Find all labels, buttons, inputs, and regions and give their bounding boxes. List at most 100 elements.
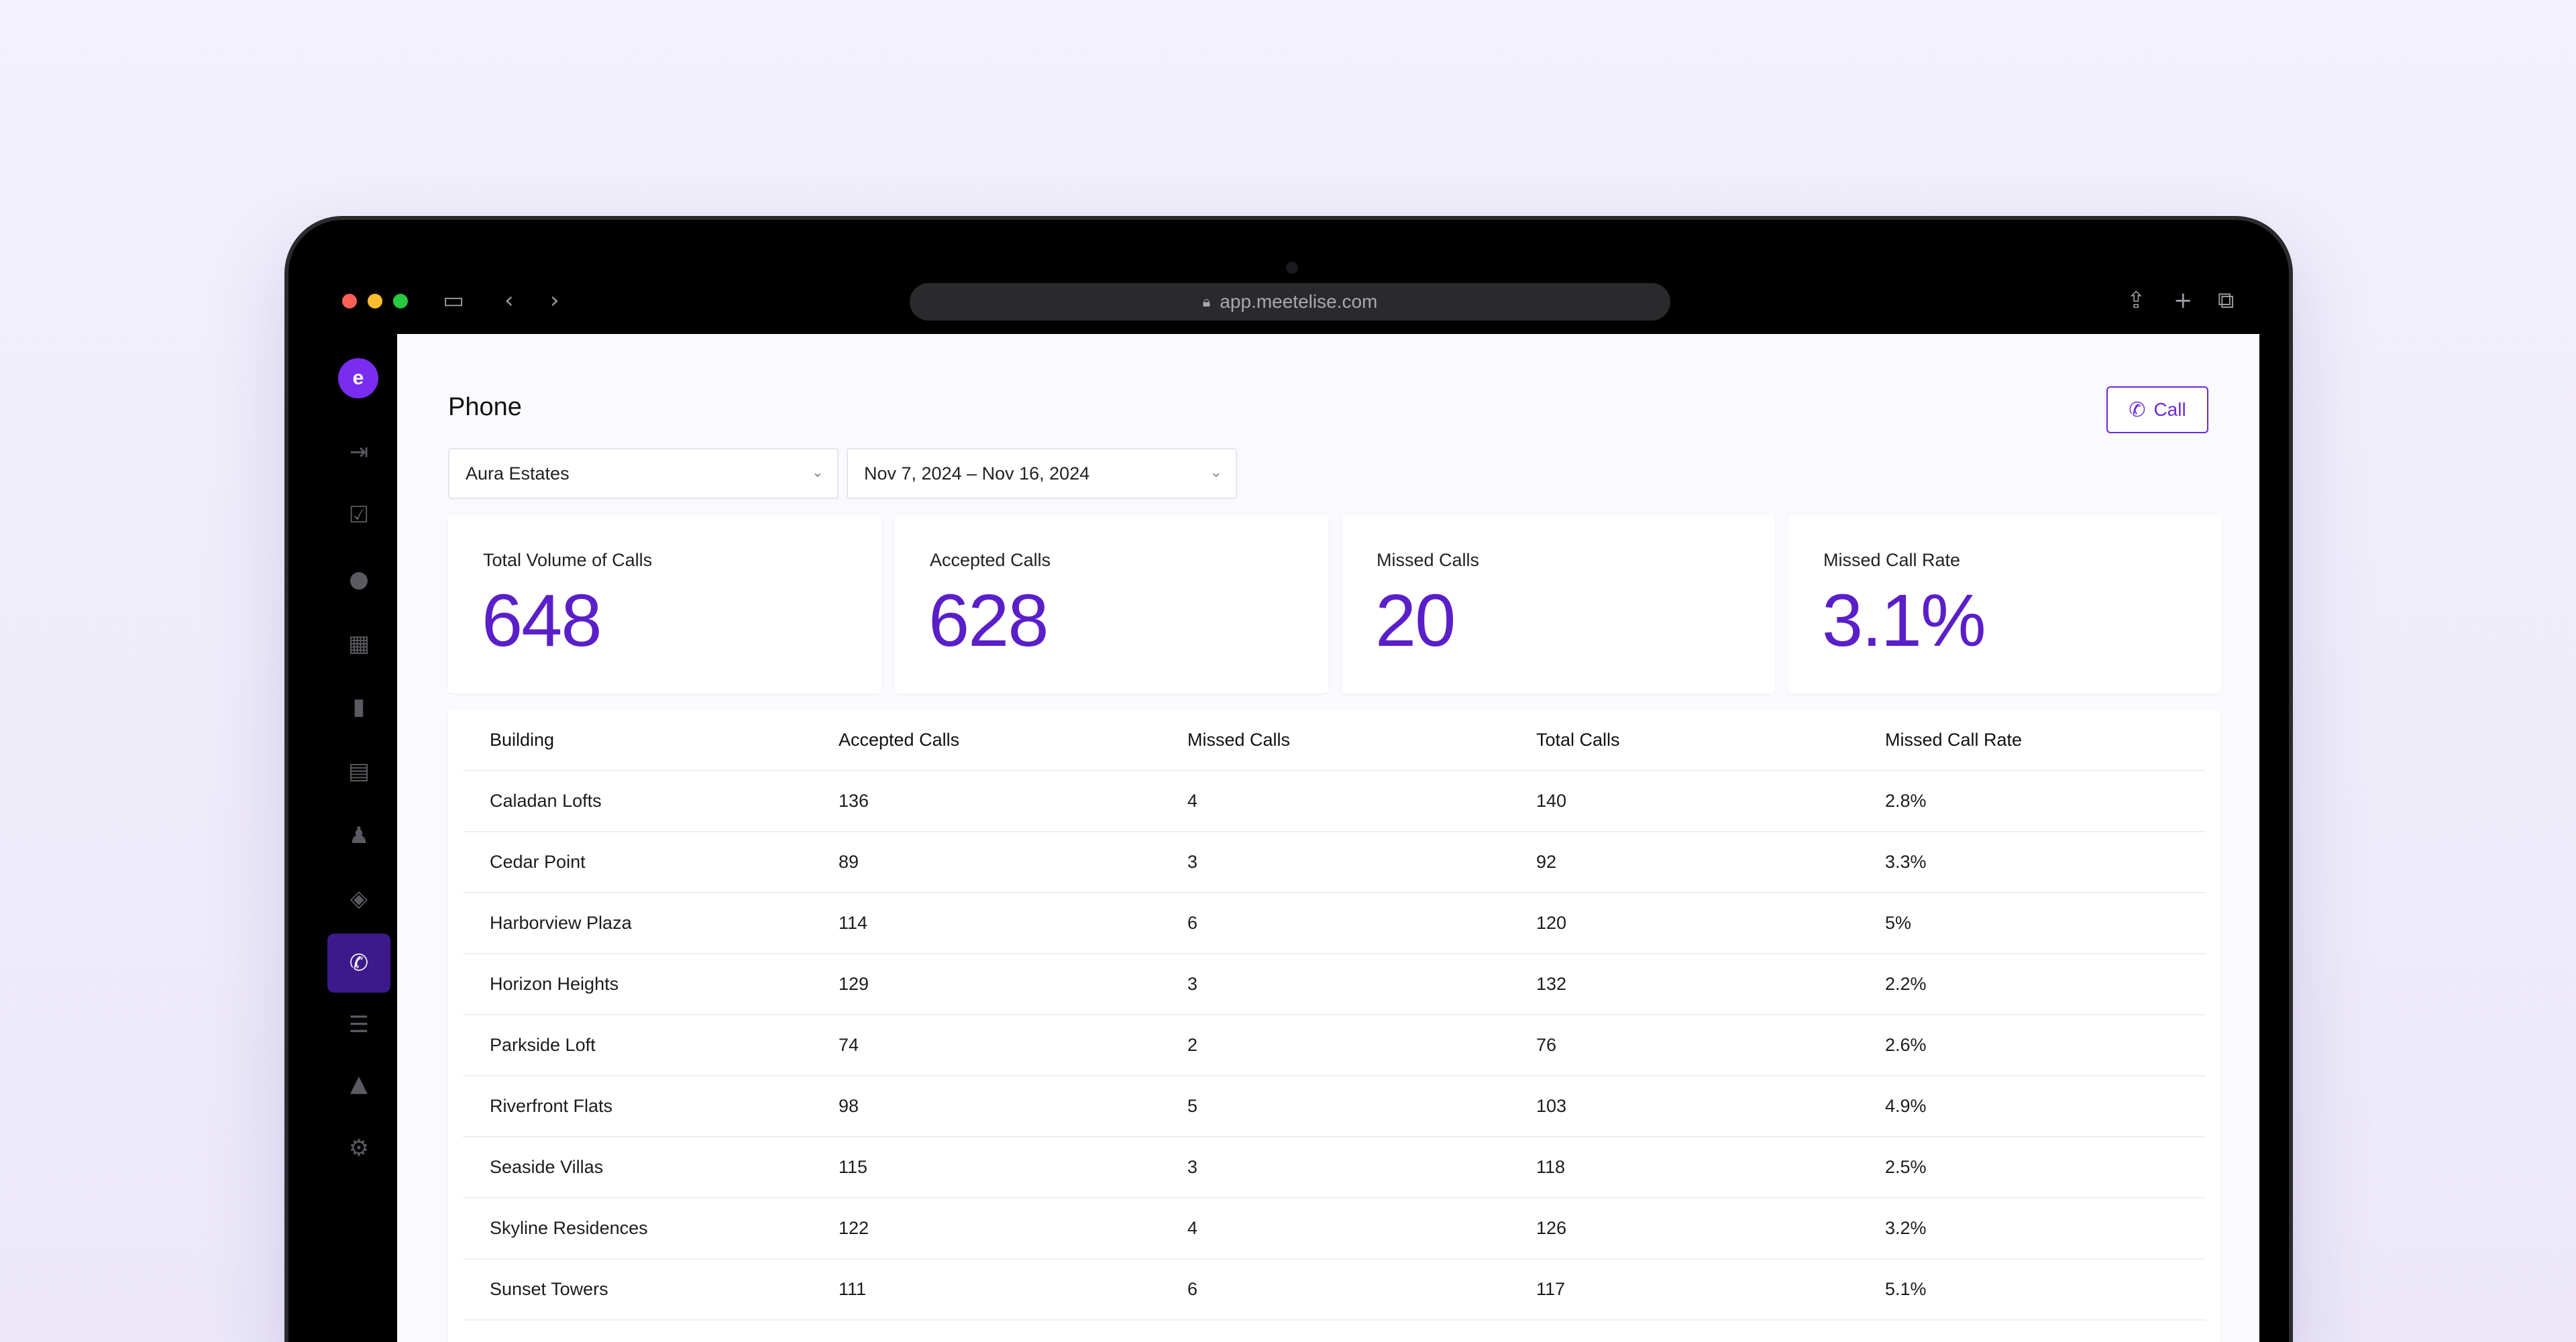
table-cell: 2.5% bbox=[1858, 1137, 2206, 1198]
table-row[interactable]: Skyline Residences 122 4 126 3.2% bbox=[463, 1198, 2206, 1260]
share-icon[interactable]: ⇪ bbox=[2127, 287, 2146, 314]
address-bar[interactable]: 🔒︎ app.meetelise.com bbox=[910, 283, 1670, 321]
table-cell: 115 bbox=[812, 1137, 1161, 1198]
table-cell: 4.9% bbox=[1858, 1076, 2206, 1137]
list-icon[interactable]: ☰ bbox=[348, 1011, 370, 1038]
call-button[interactable]: ✆ Call bbox=[2106, 386, 2208, 433]
sidebar: e ⇥ ☑ ● ▦ ▮ ▤ ♟ ◈ ✆ ☰ ▲ ⚙ bbox=[318, 334, 397, 1342]
phone-icon[interactable]: ✆ bbox=[327, 934, 390, 993]
table-cell: 89 bbox=[812, 832, 1161, 893]
table-row[interactable]: Caladan Lofts 136 4 140 2.8% bbox=[463, 771, 2206, 832]
table-cell: Riverfront Flats bbox=[463, 1076, 812, 1137]
chevron-down-icon: ⌄ bbox=[1210, 464, 1222, 481]
forward-icon[interactable]: › bbox=[550, 287, 559, 314]
table-row[interactable]: Riverfront Flats 98 5 103 4.9% bbox=[463, 1076, 2206, 1137]
stat-label: Total Volume of Calls bbox=[483, 550, 653, 570]
table-cell: Sunset Towers bbox=[463, 1259, 812, 1321]
table-cell: 4 bbox=[1161, 1198, 1509, 1260]
new-tab-icon[interactable]: + bbox=[2174, 287, 2193, 314]
table-cell: 120 bbox=[1509, 893, 1858, 954]
table-cell: Cedar Point bbox=[463, 832, 812, 893]
back-icon[interactable]: ‹ bbox=[504, 287, 514, 314]
stat-label: Missed Call Rate bbox=[1823, 550, 1961, 570]
table-cell: 3.2% bbox=[1858, 1198, 2206, 1260]
settings-icon[interactable]: ⚙ bbox=[348, 1135, 370, 1162]
contacts-icon[interactable]: ● bbox=[349, 566, 369, 593]
column-header-missed-calls[interactable]: Missed Calls bbox=[1161, 710, 1509, 771]
table-cell: 5 bbox=[1161, 1076, 1509, 1137]
main-content: Phone ✆ Call Aura Estates ⌄ Nov 7, 2024 … bbox=[397, 334, 2259, 1342]
date-range-value: Nov 7, 2024 – Nov 16, 2024 bbox=[864, 463, 1090, 484]
column-header-accepted-calls[interactable]: Accepted Calls bbox=[812, 710, 1161, 771]
table-cell: 136 bbox=[812, 771, 1161, 832]
stat-card-accepted-calls: Accepted Calls 628 bbox=[895, 515, 1328, 693]
table-cell: Seaside Villas bbox=[463, 1137, 812, 1198]
property-select[interactable]: Aura Estates ⌄ bbox=[448, 448, 839, 499]
layers-icon[interactable]: ◈ bbox=[350, 885, 368, 912]
table-cell: Parkside Loft bbox=[463, 1015, 812, 1076]
collapse-icon[interactable]: ⇥ bbox=[349, 439, 369, 465]
table-cell: 3 bbox=[1161, 1137, 1509, 1198]
table-cell: 111 bbox=[812, 1259, 1161, 1321]
stat-value: 648 bbox=[482, 579, 602, 662]
logo[interactable]: e bbox=[338, 358, 378, 398]
column-header-missed-call-rate[interactable]: Missed Call Rate bbox=[1858, 710, 2206, 771]
maximize-window-button[interactable] bbox=[393, 294, 408, 309]
table-cell: 118 bbox=[1509, 1137, 1858, 1198]
table-row[interactable]: Seaside Villas 115 3 118 2.5% bbox=[463, 1137, 2206, 1198]
table-cell: 2 bbox=[1161, 1015, 1509, 1076]
lock-icon: 🔒︎ bbox=[1202, 293, 1211, 311]
table-cell: 126 bbox=[1509, 1198, 1858, 1260]
analytics-icon[interactable]: ▮ bbox=[352, 693, 366, 720]
minimize-window-button[interactable] bbox=[368, 294, 382, 309]
close-window-button[interactable] bbox=[342, 294, 357, 309]
table-cell: 2.6% bbox=[1858, 1015, 2206, 1076]
table-cell: 6 bbox=[1161, 1259, 1509, 1321]
table-row[interactable]: Sunset Towers 111 6 117 5.1% bbox=[463, 1259, 2206, 1321]
table-cell: 74 bbox=[812, 1015, 1161, 1076]
table-cell: 140 bbox=[1509, 771, 1858, 832]
notes-icon[interactable]: ▤ bbox=[347, 758, 370, 785]
table-cell: 3 bbox=[1161, 832, 1509, 893]
table-cell: 117 bbox=[1509, 1259, 1858, 1321]
stat-card-missed-calls: Missed Calls 20 bbox=[1342, 515, 1775, 693]
training-icon[interactable]: ▲ bbox=[350, 1070, 368, 1097]
tasks-icon[interactable]: ☑ bbox=[348, 502, 370, 528]
table-header-row: Building Accepted Calls Missed Calls Tot… bbox=[463, 710, 2206, 771]
table-cell: 3.3% bbox=[1858, 832, 2206, 893]
stat-card-total-calls: Total Volume of Calls 648 bbox=[448, 515, 881, 693]
user-settings-icon[interactable]: ♟ bbox=[348, 822, 370, 849]
sidebar-toggle-icon[interactable]: ▭ bbox=[443, 287, 465, 314]
table-row[interactable]: Horizon Heights 129 3 132 2.2% bbox=[463, 954, 2206, 1015]
table-cell: 6 bbox=[1161, 893, 1509, 954]
calendar-icon[interactable]: ▦ bbox=[347, 630, 370, 657]
table-cell: 98 bbox=[812, 1076, 1161, 1137]
table-cell: Skyline Residences bbox=[463, 1198, 812, 1260]
url-text: app.meetelise.com bbox=[1220, 291, 1378, 312]
page-title: Phone bbox=[448, 393, 522, 421]
table-row[interactable]: Parkside Loft 74 2 76 2.6% bbox=[463, 1015, 2206, 1076]
table-cell: Caladan Lofts bbox=[463, 771, 812, 832]
table-cell: 2.2% bbox=[1858, 954, 2206, 1015]
table-cell: 129 bbox=[812, 954, 1161, 1015]
chevron-down-icon: ⌄ bbox=[811, 464, 824, 481]
table-cell: Horizon Heights bbox=[463, 954, 812, 1015]
table-cell: 114 bbox=[812, 893, 1161, 954]
table-cell: 5% bbox=[1858, 893, 2206, 954]
table-cell: 92 bbox=[1509, 832, 1858, 893]
table-row[interactable]: Harborview Plaza 114 6 120 5% bbox=[463, 893, 2206, 954]
camera bbox=[1286, 262, 1298, 274]
buildings-table-card: Building Accepted Calls Missed Calls Tot… bbox=[448, 710, 2220, 1342]
tabs-overview-icon[interactable]: ⧉ bbox=[2218, 287, 2235, 314]
browser-chrome: ▭ ‹ › 🔒︎ app.meetelise.com ⇪ + ⧉ bbox=[288, 220, 2289, 334]
table-cell: 76 bbox=[1509, 1015, 1858, 1076]
buildings-table: Building Accepted Calls Missed Calls Tot… bbox=[463, 710, 2206, 1321]
table-row[interactable]: Cedar Point 89 3 92 3.3% bbox=[463, 832, 2206, 893]
table-cell: Harborview Plaza bbox=[463, 893, 812, 954]
date-range-select[interactable]: Nov 7, 2024 – Nov 16, 2024 ⌄ bbox=[847, 448, 1237, 499]
property-select-value: Aura Estates bbox=[466, 463, 570, 484]
laptop-frame: ▭ ‹ › 🔒︎ app.meetelise.com ⇪ + ⧉ e ⇥ ☑ ● ▦ ▮… bbox=[284, 216, 2293, 1342]
column-header-building[interactable]: Building bbox=[463, 710, 812, 771]
stat-value: 628 bbox=[928, 579, 1049, 662]
column-header-total-calls[interactable]: Total Calls bbox=[1509, 710, 1858, 771]
